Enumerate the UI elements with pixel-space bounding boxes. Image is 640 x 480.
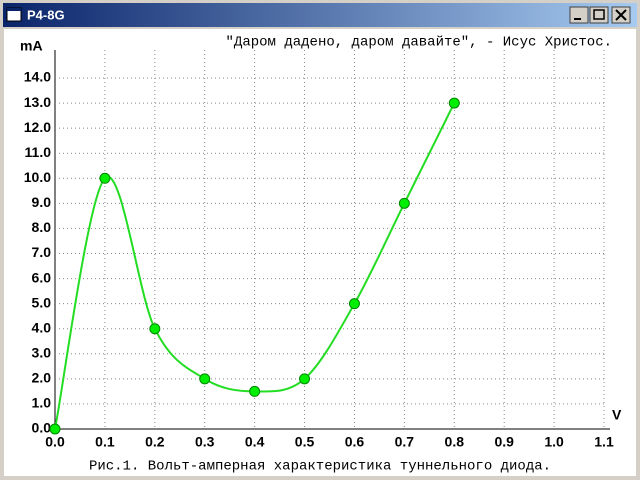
y-tick-label: 7.0: [32, 244, 52, 260]
x-tick-label: 0.7: [395, 434, 415, 450]
window-title: P4-8G: [27, 7, 65, 22]
data-point: [49, 423, 61, 435]
y-tick-label: 2.0: [32, 370, 52, 386]
plot-background: [4, 29, 636, 476]
y-tick-label: 5.0: [32, 294, 52, 310]
title-bar: [3, 3, 637, 27]
data-point: [99, 172, 111, 184]
data-point: [299, 373, 311, 385]
data-point: [348, 298, 360, 310]
x-axis-label: V: [612, 407, 622, 423]
chart-title: "Даром дадено, даром давайте", - Исус Хр…: [226, 34, 612, 51]
y-tick-label: 3.0: [32, 344, 52, 360]
x-tick-label: 0.6: [345, 434, 365, 450]
close-button[interactable]: [611, 6, 631, 24]
y-tick-label: 14.0: [24, 69, 51, 85]
data-point: [249, 385, 261, 397]
maximize-button[interactable]: [589, 6, 609, 24]
y-tick-label: 10.0: [24, 169, 51, 185]
app-icon-bar: [7, 8, 21, 11]
x-tick-label: 0.4: [245, 434, 265, 450]
x-tick-label: 0.3: [195, 434, 215, 450]
data-point: [199, 373, 211, 385]
y-tick-label: 6.0: [32, 269, 52, 285]
y-tick-label: 4.0: [32, 319, 52, 335]
x-tick-label: 1.1: [594, 434, 614, 450]
x-tick-label: 0.9: [494, 434, 514, 450]
y-tick-label: 11.0: [25, 144, 52, 160]
minimize-button[interactable]: [569, 6, 589, 24]
x-tick-label: 1.0: [544, 434, 564, 450]
y-tick-label: 13.0: [24, 94, 51, 110]
y-axis-label: mA: [20, 38, 43, 54]
x-tick-label: 0.1: [95, 434, 115, 450]
x-tick-label: 0.0: [45, 434, 65, 450]
data-point: [398, 197, 410, 209]
data-point: [149, 323, 161, 335]
x-tick-label: 0.5: [295, 434, 315, 450]
y-tick-label: 1.0: [32, 395, 52, 411]
y-tick-label: 0.0: [32, 420, 52, 436]
y-tick-label: 12.0: [24, 119, 51, 135]
x-tick-label: 0.8: [445, 434, 465, 450]
y-tick-label: 9.0: [32, 194, 52, 210]
y-tick-label: 8.0: [32, 219, 52, 235]
caption: Рис.1. Вольт-амперная характеристика тун…: [89, 459, 551, 475]
x-tick-label: 0.2: [145, 434, 165, 450]
data-point: [448, 97, 460, 109]
